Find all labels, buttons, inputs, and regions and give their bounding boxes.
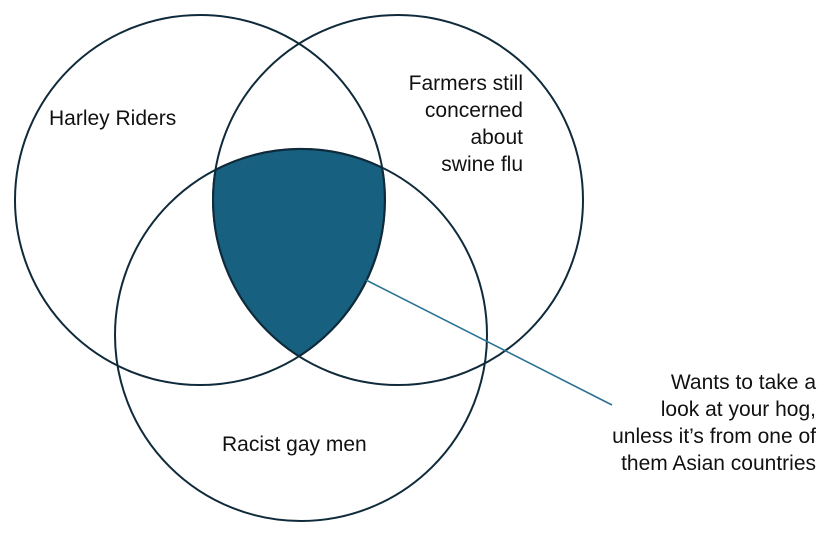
swine-flu-farmers-circle — [212, 14, 584, 386]
callout-leader-line — [365, 279, 613, 406]
farmers-label-line: about — [470, 126, 523, 149]
triple-intersection-region — [212, 147, 386, 358]
callout-text-line: Wants to take a — [670, 371, 816, 394]
farmers-label-line: Farmers still — [408, 72, 523, 95]
racist-gay-men-label: Racist gay men — [222, 433, 367, 456]
farmers-label-line: concerned — [424, 99, 523, 122]
callout-text-line: unless it’s from one of — [612, 425, 816, 448]
swine-flu-farmers-label: Farmers still concerned about swine flu — [360, 70, 523, 178]
farmers-label-line: swine flu — [441, 153, 523, 176]
callout-text-line: them Asian countries — [621, 452, 816, 475]
callout-text-line: look at your hog, — [660, 398, 816, 421]
harley-riders-label: Harley Riders — [49, 107, 177, 130]
harley-riders-circle — [14, 14, 386, 386]
callout-text: Wants to take a look at your hog, unless… — [560, 369, 816, 477]
racist-gay-men-circle — [114, 148, 488, 522]
